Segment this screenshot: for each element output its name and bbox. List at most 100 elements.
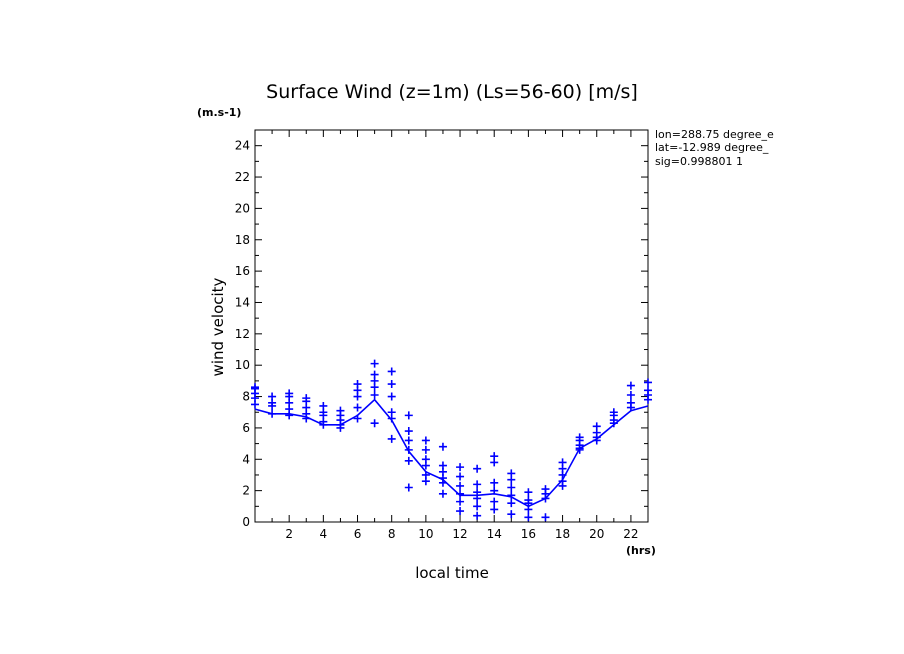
sample-point: [456, 497, 465, 506]
sample-point: [524, 505, 533, 514]
x-tick-label: 16: [521, 527, 536, 541]
x-unit-label: (hrs): [626, 544, 656, 557]
sample-point: [421, 461, 430, 470]
y-tick-label: 18: [235, 233, 250, 247]
y-tick-label: 20: [235, 201, 250, 215]
sample-point: [490, 497, 499, 506]
y-tick-label: 4: [242, 452, 250, 466]
axis-ticks: [254, 129, 649, 523]
sample-point: [626, 403, 635, 412]
sample-point: [558, 481, 567, 490]
x-tick-label: 12: [452, 527, 467, 541]
sample-point: [490, 478, 499, 487]
sample-point: [302, 414, 311, 423]
sample-point: [456, 507, 465, 516]
mean-line: [254, 398, 649, 508]
x-tick-label: 18: [555, 527, 570, 541]
sample-point: [353, 403, 362, 412]
mean-series: [254, 398, 649, 508]
y-tick-label: 12: [235, 327, 250, 341]
x-tick-label: 20: [589, 527, 604, 541]
y-tick-label: 10: [235, 358, 250, 372]
sample-point: [456, 472, 465, 481]
sample-point: [421, 445, 430, 454]
sample-point: [387, 380, 396, 389]
sample-point: [473, 480, 482, 489]
y-unit-label: (m.s-1): [197, 106, 241, 119]
sample-point: [507, 491, 516, 500]
sample-point: [438, 442, 447, 451]
sample-point: [404, 456, 413, 465]
sample-point: [507, 499, 516, 508]
sample-point: [387, 367, 396, 376]
chart-title: Surface Wind (z=1m) (Ls=56-60) [m/s]: [266, 81, 638, 103]
x-tick-label: 10: [418, 527, 433, 541]
y-tick-label: 2: [242, 484, 250, 498]
x-tick-label: 4: [320, 527, 328, 541]
sample-point: [626, 381, 635, 390]
x-tick-label: 2: [285, 527, 293, 541]
sample-point: [438, 489, 447, 498]
sample-point: [473, 502, 482, 511]
sample-point: [490, 505, 499, 514]
sample-point: [507, 483, 516, 492]
sample-point: [404, 445, 413, 454]
sample-point: [524, 488, 533, 497]
sample-point: [404, 411, 413, 420]
sample-point: [609, 419, 618, 428]
sample-point: [404, 427, 413, 436]
plot-frame: [254, 129, 649, 523]
annotation-sig: sig=0.998801 1: [655, 155, 743, 168]
sample-point: [387, 392, 396, 401]
sample-point: [507, 510, 516, 519]
y-tick-label: 22: [235, 170, 250, 184]
sample-point: [507, 475, 516, 484]
y-tick-label: 14: [235, 295, 250, 309]
sample-point: [285, 411, 294, 420]
sample-point: [644, 378, 652, 387]
annotation-lon: lon=288.75 degree_e: [655, 128, 774, 141]
sample-point: [353, 392, 362, 401]
sample-point: [626, 390, 635, 399]
y-tick-label: 16: [235, 264, 250, 278]
sample-point: [421, 477, 430, 486]
sample-point: [268, 409, 277, 418]
sample-point: [490, 458, 499, 467]
x-tick-label: 6: [354, 527, 362, 541]
y-tick-label: 6: [242, 421, 250, 435]
sample-point: [575, 445, 584, 454]
sample-point: [404, 436, 413, 445]
sample-point: [541, 513, 550, 522]
sample-point: [370, 390, 379, 399]
sample-point: [370, 359, 379, 368]
sample-point: [456, 481, 465, 490]
sample-markers: [251, 359, 652, 522]
sample-point: [421, 436, 430, 445]
sample-point: [524, 513, 533, 522]
sample-point: [644, 395, 652, 404]
sample-point: [336, 423, 345, 432]
sample-point: [490, 486, 499, 495]
sample-point: [404, 483, 413, 492]
sample-point: [387, 434, 396, 443]
y-tick-label: 0: [242, 515, 250, 529]
x-tick-label: 22: [623, 527, 638, 541]
sample-point: [473, 464, 482, 473]
x-tick-label: 14: [487, 527, 502, 541]
sample-point: [592, 436, 601, 445]
y-axis-label: wind velocity: [209, 277, 227, 376]
sample-point: [370, 419, 379, 428]
sample-point: [456, 463, 465, 472]
annotation-lat: lat=-12.989 degree_: [655, 141, 769, 154]
sample-point: [473, 511, 482, 520]
x-axis-label: local time: [415, 564, 489, 582]
sample-point: [456, 489, 465, 498]
sample-point: [319, 420, 328, 429]
y-tick-label: 24: [235, 139, 250, 153]
x-tick-label: 8: [388, 527, 396, 541]
sample-point: [387, 414, 396, 423]
sample-point: [251, 400, 259, 409]
